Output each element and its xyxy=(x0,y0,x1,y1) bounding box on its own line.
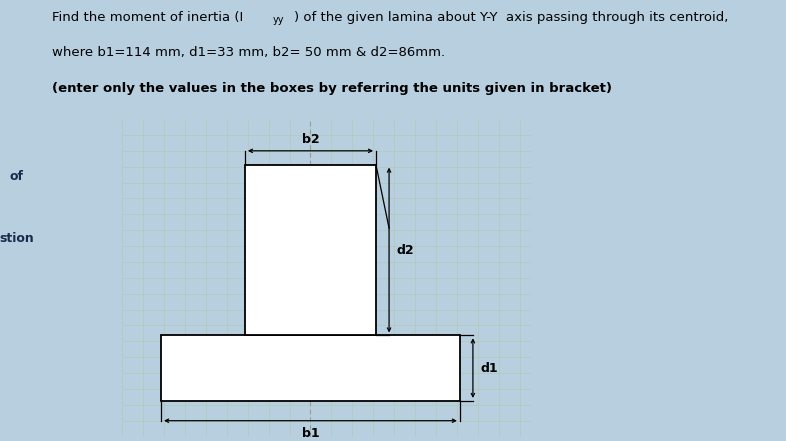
Text: stion: stion xyxy=(0,232,34,245)
Text: d2: d2 xyxy=(397,243,414,257)
Text: b2: b2 xyxy=(302,133,319,146)
Text: of: of xyxy=(9,170,24,183)
Text: (enter only the values in the boxes by referring the units given in bracket): (enter only the values in the boxes by r… xyxy=(52,82,612,94)
Text: b1: b1 xyxy=(302,427,319,440)
Text: d1: d1 xyxy=(481,362,498,374)
Text: where b1=114 mm, d1=33 mm, b2= 50 mm & d2=86mm.: where b1=114 mm, d1=33 mm, b2= 50 mm & d… xyxy=(52,46,445,59)
Text: Find the moment of inertia (I: Find the moment of inertia (I xyxy=(52,11,243,24)
Text: ) of the given lamina about Y-Y  axis passing through its centroid,: ) of the given lamina about Y-Y axis pas… xyxy=(294,11,729,24)
Text: yy: yy xyxy=(273,15,284,26)
Bar xyxy=(245,165,376,335)
Bar xyxy=(161,335,460,401)
